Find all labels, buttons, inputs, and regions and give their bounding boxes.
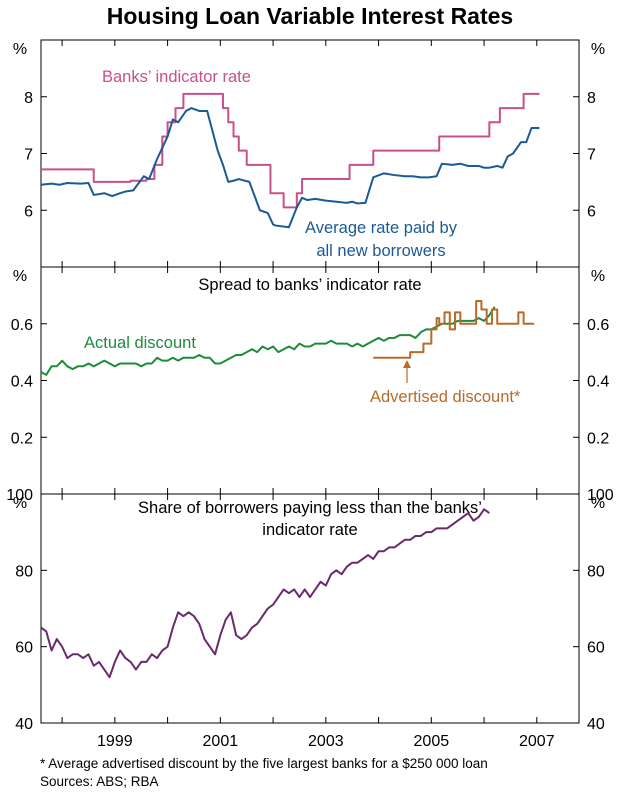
x-tick-labels: 1999 2001 2003 2005 2007 [97, 733, 555, 750]
series-advertised-discount [373, 300, 535, 359]
panel-title-spread: Spread to banks’ indicator rate [198, 276, 421, 294]
y-tick-label: 100 [6, 487, 33, 504]
y-tick-label: 40 [587, 716, 605, 733]
x-tick-label: 1999 [97, 733, 133, 750]
footnote: * Average advertised discount by the fiv… [40, 756, 488, 771]
y-tick-label: 40 [15, 716, 33, 733]
series-average-rate [40, 107, 540, 229]
x-tick-label: 2005 [414, 733, 450, 750]
y-tick-label: 6 [587, 203, 596, 220]
series-actual-discount [40, 306, 496, 376]
y-tick-label: 7 [587, 147, 596, 164]
unit-label-bottom-right: % [591, 495, 605, 512]
series-lines [40, 92, 540, 679]
y-tick-label: 0.4 [11, 374, 33, 391]
y-tick-label: 60 [15, 640, 33, 657]
y-tick-label: 0.6 [11, 317, 33, 334]
annotation-indicator-rate: Banks’ indicator rate [102, 68, 251, 86]
chart-title: Housing Loan Variable Interest Rates [107, 3, 513, 29]
y-tick-label: 8 [587, 90, 596, 107]
y-tick-label: 100 [587, 487, 614, 504]
unit-label-middle-left: % [13, 268, 27, 285]
x-tick-label: 2003 [308, 733, 344, 750]
advertised-discount-arrowhead [403, 360, 411, 368]
annotation-advertised-discount: Advertised discount* [370, 388, 521, 406]
panel-title-share-line1: Share of borrowers paying less than the … [138, 499, 482, 517]
y-tick-label: 7 [24, 147, 33, 164]
y-tick-labels: 6 6 7 7 8 8 0.2 0.2 0.4 0.4 0.6 0.6 40 40 60 60 80 80 100 1… [6, 90, 614, 733]
panel-title-share-line2: indicator rate [262, 521, 357, 539]
unit-label-top-left: % [13, 41, 27, 58]
x-tick-label: 2007 [519, 733, 555, 750]
unit-label-bottom-left: % [13, 495, 27, 512]
unit-label-top-right: % [591, 41, 605, 58]
y-tick-label: 0.4 [587, 374, 609, 391]
axis-ticks [41, 40, 579, 724]
annotation-average-rate-line1: Average rate paid by [305, 219, 458, 237]
unit-label-middle-right: % [591, 268, 605, 285]
y-tick-label: 0.6 [587, 317, 609, 334]
series-borrower-share [40, 508, 490, 679]
series-indicator-rate [41, 92, 540, 209]
y-tick-label: 80 [15, 563, 33, 580]
x-tick-label: 2001 [203, 733, 239, 750]
annotation-average-rate-line2: all new borrowers [316, 242, 445, 260]
y-tick-label: 6 [24, 203, 33, 220]
y-tick-label: 80 [587, 563, 605, 580]
sources: Sources: ABS; RBA [40, 774, 159, 789]
y-tick-label: 8 [24, 90, 33, 107]
y-tick-label: 0.2 [11, 430, 33, 447]
y-tick-label: 60 [587, 640, 605, 657]
plot-frame [40, 39, 580, 724]
y-tick-label: 0.2 [587, 430, 609, 447]
annotation-actual-discount: Actual discount [84, 334, 196, 352]
